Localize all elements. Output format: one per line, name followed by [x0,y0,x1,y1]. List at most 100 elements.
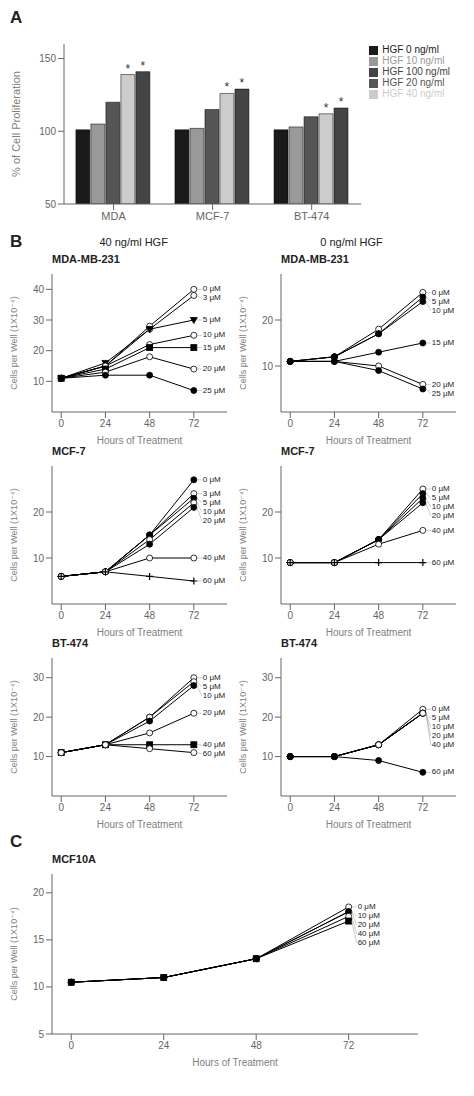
svg-text:60 μM: 60 μM [203,749,226,758]
svg-text:24: 24 [158,1040,170,1051]
svg-text:48: 48 [251,1040,263,1051]
svg-text:20: 20 [33,345,45,356]
svg-text:10 μM: 10 μM [432,502,455,511]
svg-text:*: * [225,80,230,94]
svg-text:0 μM: 0 μM [432,288,450,297]
svg-text:5 μM: 5 μM [432,493,450,502]
svg-text:Hours of Treatment: Hours of Treatment [326,819,412,828]
svg-text:60 μM: 60 μM [432,767,455,776]
svg-text:30: 30 [262,672,274,683]
svg-text:3 μM: 3 μM [203,489,221,498]
svg-text:24: 24 [100,418,112,429]
svg-text:5 μM: 5 μM [203,498,221,507]
svg-text:10: 10 [262,361,274,372]
svg-text:40 μM: 40 μM [203,553,226,562]
svg-text:100: 100 [39,126,56,137]
svg-text:BT-474: BT-474 [294,210,329,222]
svg-text:48: 48 [373,610,385,621]
svg-text:Cells per Well (1X10⁻⁴): Cells per Well (1X10⁻⁴) [9,680,19,773]
svg-text:Hours of Treatment: Hours of Treatment [192,1057,278,1066]
svg-text:0: 0 [287,610,293,621]
svg-text:Cells per Well (1X10⁻⁴): Cells per Well (1X10⁻⁴) [238,488,248,581]
svg-text:Cells per Well (1X10⁻⁴): Cells per Well (1X10⁻⁴) [9,488,19,581]
svg-text:25 μM: 25 μM [432,389,455,398]
svg-text:5 μM: 5 μM [432,297,450,306]
svg-text:Hours of Treatment: Hours of Treatment [97,435,183,444]
svg-text:150: 150 [39,53,56,64]
svg-text:Cells per Well (1X10⁻⁴): Cells per Well (1X10⁻⁴) [9,296,19,389]
svg-text:50: 50 [45,199,57,210]
svg-text:10 μM: 10 μM [203,507,226,516]
svg-text:60 μM: 60 μM [203,576,226,585]
svg-text:20 μM: 20 μM [432,380,455,389]
svg-text:10 μM: 10 μM [358,911,381,920]
svg-text:*: * [324,101,329,115]
svg-text:20: 20 [33,887,45,898]
svg-text:Hours of Treatment: Hours of Treatment [326,627,412,636]
svg-text:5 μM: 5 μM [432,713,450,722]
svg-text:24: 24 [329,610,341,621]
svg-text:*: * [339,95,344,109]
svg-text:5 μM: 5 μM [203,682,221,691]
svg-text:72: 72 [417,418,429,429]
svg-text:20 μM: 20 μM [203,708,226,717]
svg-text:0 μM: 0 μM [203,475,221,484]
svg-text:10: 10 [33,376,45,387]
svg-text:48: 48 [144,802,156,813]
svg-text:30: 30 [33,672,45,683]
svg-text:20: 20 [33,712,45,723]
svg-text:20: 20 [262,315,274,326]
svg-text:Cells per Well (1X10⁻⁴): Cells per Well (1X10⁻⁴) [238,680,248,773]
svg-text:72: 72 [188,802,200,813]
svg-text:Hours of Treatment: Hours of Treatment [97,819,183,828]
svg-text:MDA: MDA [101,210,126,222]
svg-text:0: 0 [58,802,64,813]
svg-text:10 μM: 10 μM [432,306,455,315]
svg-text:5 μM: 5 μM [203,315,221,324]
svg-text:0: 0 [58,610,64,621]
svg-text:48: 48 [373,418,385,429]
svg-text:Cells per Well (1X10⁻⁴): Cells per Well (1X10⁻⁴) [238,296,248,389]
svg-text:24: 24 [100,802,112,813]
svg-text:0 μM: 0 μM [358,902,376,911]
svg-text:24: 24 [329,418,341,429]
svg-text:10 μM: 10 μM [203,691,226,700]
svg-text:10: 10 [33,751,45,762]
svg-text:72: 72 [343,1040,355,1051]
svg-text:0: 0 [68,1040,74,1051]
svg-text:20 μM: 20 μM [203,364,226,373]
svg-text:72: 72 [188,610,200,621]
svg-text:0 μM: 0 μM [203,284,221,293]
svg-text:10: 10 [262,751,274,762]
svg-text:60 μM: 60 μM [358,938,381,947]
svg-text:Cells per Well (1X10⁻⁴): Cells per Well (1X10⁻⁴) [9,907,19,1000]
svg-text:*: * [126,62,131,76]
svg-text:*: * [141,59,146,73]
svg-text:15 μM: 15 μM [203,343,226,352]
svg-text:20: 20 [33,507,45,518]
svg-text:72: 72 [417,610,429,621]
svg-text:10 μM: 10 μM [203,330,226,339]
svg-text:20: 20 [262,712,274,723]
svg-text:40 μM: 40 μM [358,929,381,938]
svg-text:*: * [240,76,245,90]
svg-text:24: 24 [100,610,112,621]
svg-text:48: 48 [144,610,156,621]
svg-text:MCF-7: MCF-7 [196,210,230,222]
svg-text:10: 10 [33,553,45,564]
svg-text:20: 20 [262,507,274,518]
svg-text:Hours of Treatment: Hours of Treatment [326,435,412,444]
svg-text:0 μM: 0 μM [203,673,221,682]
svg-text:72: 72 [417,802,429,813]
svg-text:48: 48 [373,802,385,813]
svg-text:30: 30 [33,315,45,326]
svg-text:0: 0 [58,418,64,429]
svg-text:60 μM: 60 μM [432,558,455,567]
svg-text:% of Cell Proliferation: % of Cell Proliferation [10,71,22,177]
svg-text:Hours of Treatment: Hours of Treatment [97,627,183,636]
svg-text:20 μM: 20 μM [432,731,455,740]
svg-text:40 μM: 40 μM [432,740,455,749]
svg-text:40: 40 [33,284,45,295]
svg-text:10 μM: 10 μM [432,722,455,731]
svg-text:15: 15 [33,934,45,945]
